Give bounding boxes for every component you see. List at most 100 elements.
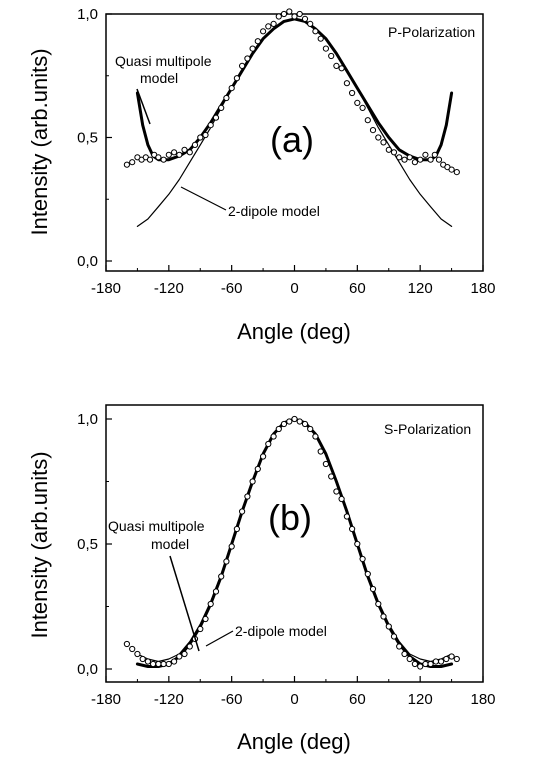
y-tick-label-b: 0,5 — [77, 536, 98, 553]
data-point-b — [171, 658, 178, 665]
data-point-a — [176, 151, 183, 158]
data-point-a — [301, 15, 309, 22]
data-point-b — [291, 415, 298, 423]
panel-a: -180 -120 -60 0 60 120 180 0,0 0,5 1,0 (a) P-Pol… — [27, 6, 496, 344]
data-point-b — [380, 613, 387, 620]
data-point-a — [254, 38, 261, 45]
data-point-b — [239, 508, 246, 515]
quasi-multipole-label-b-line2: model — [151, 536, 189, 552]
y-tick-label-a: 0,0 — [77, 253, 98, 270]
data-point-b — [286, 418, 293, 425]
data-point-b — [375, 600, 382, 608]
x-axis-label-b: Angle (deg) — [237, 729, 351, 754]
data-point-a — [296, 10, 303, 18]
data-point-b — [417, 663, 424, 670]
x-tick-labels-b: -180 -120 -60 0 60 120 180 — [91, 691, 496, 708]
data-point-a — [390, 149, 398, 156]
data-point-b — [275, 425, 282, 433]
data-point-b — [144, 658, 151, 665]
data-point-a — [307, 20, 314, 27]
x-tick-label-a: 60 — [349, 280, 366, 297]
data-point-b — [244, 493, 251, 500]
data-point-b — [364, 570, 371, 578]
data-point-a — [270, 20, 277, 27]
data-point-a — [244, 55, 251, 62]
data-point-b — [265, 440, 272, 448]
data-point-b — [155, 660, 162, 668]
y-tick-label-a: 1,0 — [77, 6, 98, 23]
data-point-b — [453, 655, 460, 663]
data-point-a — [249, 45, 256, 52]
data-point-a — [191, 141, 199, 148]
data-point-a — [280, 10, 288, 18]
data-point-a — [233, 75, 240, 82]
data-point-b — [254, 465, 261, 473]
y-tick-labels-a: 0,0 0,5 1,0 — [77, 6, 98, 270]
quasi-multipole-label-a-line1: Quasi multipole — [115, 53, 212, 69]
data-point-a — [146, 156, 154, 163]
data-point-b — [270, 433, 277, 440]
data-point-b — [165, 660, 172, 668]
data-point-b — [328, 473, 335, 480]
y-tick-labels-b: 0,0 0,5 1,0 — [77, 411, 98, 678]
x-tick-label-b: 60 — [349, 691, 366, 708]
data-point-a — [354, 99, 361, 107]
data-point-b — [317, 448, 324, 455]
data-point-b — [249, 478, 256, 485]
data-point-b — [354, 540, 361, 548]
data-point-a — [349, 89, 356, 97]
x-tick-label-a: -180 — [91, 280, 121, 297]
data-point-b — [406, 655, 413, 663]
data-point-b — [390, 633, 398, 640]
data-point-a — [411, 159, 418, 166]
data-point-b — [307, 425, 314, 433]
quasi-multipole-pointer-b — [169, 555, 200, 652]
polarization-label-b: S-Polarization — [384, 421, 471, 437]
data-points-a — [123, 8, 460, 176]
data-point-a — [228, 85, 235, 92]
data-point-a — [129, 159, 136, 166]
data-point-a — [453, 169, 460, 176]
data-point-a — [312, 28, 319, 35]
data-point-a — [286, 8, 293, 15]
data-point-b — [322, 460, 329, 468]
data-point-a — [202, 131, 209, 139]
data-point-a — [338, 65, 345, 72]
quasi-multipole-label-a-line2: model — [140, 70, 178, 86]
data-point-a — [186, 149, 193, 156]
data-point-b — [260, 453, 267, 460]
data-point-a — [218, 104, 225, 112]
data-point-a — [328, 52, 335, 60]
data-point-a — [417, 156, 424, 163]
x-tick-label-b: 120 — [408, 691, 433, 708]
data-point-a — [291, 13, 298, 20]
data-point-b — [233, 525, 240, 533]
y-axis-label-a: Intensity (arb.units) — [27, 48, 52, 235]
x-tick-label-b: 180 — [470, 691, 495, 708]
data-point-a — [239, 62, 246, 70]
data-point-a — [223, 94, 230, 102]
data-point-b — [202, 615, 209, 623]
data-point-b — [129, 645, 136, 653]
data-point-b — [160, 660, 167, 668]
data-point-a — [160, 156, 167, 163]
data-point-b — [197, 625, 204, 633]
panel-label-a: (a) — [270, 119, 314, 160]
data-point-b — [134, 650, 141, 658]
data-point-a — [181, 146, 188, 153]
data-point-b — [123, 640, 131, 648]
x-tick-label-b: -60 — [221, 691, 243, 708]
data-points-b — [123, 415, 460, 670]
data-point-a — [359, 104, 366, 112]
data-point-b — [280, 420, 288, 428]
dipole-label-b: 2-dipole model — [235, 623, 327, 639]
x-tick-label-a: -120 — [154, 280, 184, 297]
data-point-a — [343, 80, 350, 87]
data-point-b — [369, 585, 377, 593]
data-point-b — [301, 420, 309, 428]
y-axis-label-b: Intensity (arb.units) — [27, 451, 52, 638]
data-point-a — [207, 122, 214, 129]
data-point-a — [396, 154, 403, 161]
data-point-a — [431, 151, 438, 158]
